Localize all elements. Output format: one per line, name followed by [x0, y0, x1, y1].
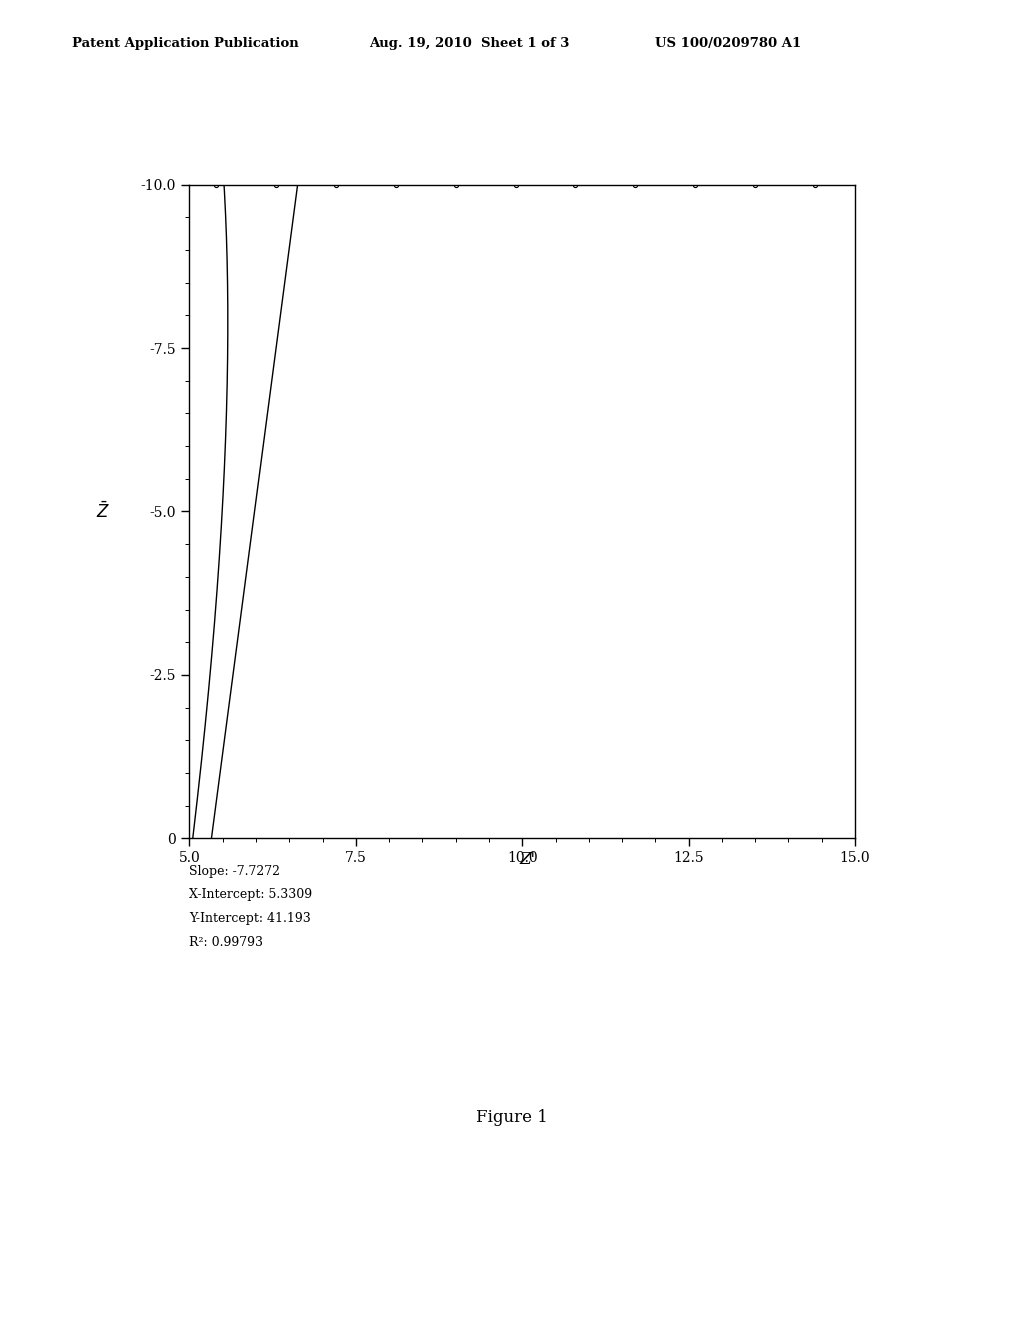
Text: Y-Intercept: 41.193: Y-Intercept: 41.193: [189, 912, 311, 925]
Text: Figure 1: Figure 1: [476, 1109, 548, 1126]
Text: Aug. 19, 2010  Sheet 1 of 3: Aug. 19, 2010 Sheet 1 of 3: [369, 37, 569, 50]
Text: Patent Application Publication: Patent Application Publication: [72, 37, 298, 50]
Text: US 100/0209780 A1: US 100/0209780 A1: [655, 37, 802, 50]
Text: R²: 0.99793: R²: 0.99793: [189, 936, 263, 949]
Text: X-Intercept: 5.3309: X-Intercept: 5.3309: [189, 888, 312, 902]
Text: Slope: -7.7272: Slope: -7.7272: [189, 865, 281, 878]
Text: Z': Z': [519, 851, 536, 869]
Text: $\bar{Z}$: $\bar{Z}$: [96, 502, 110, 521]
